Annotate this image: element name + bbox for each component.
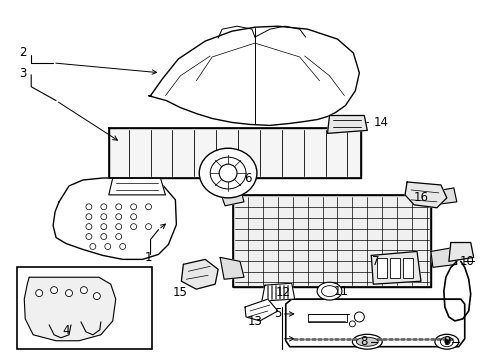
Text: 11: 11	[333, 285, 348, 298]
Polygon shape	[220, 257, 244, 279]
Circle shape	[93, 293, 100, 300]
Polygon shape	[430, 247, 456, 267]
Text: 3: 3	[20, 67, 27, 80]
Polygon shape	[430, 188, 456, 205]
Polygon shape	[244, 299, 277, 321]
Text: 13: 13	[247, 315, 262, 328]
Polygon shape	[108, 178, 165, 195]
Polygon shape	[370, 251, 420, 284]
Circle shape	[80, 287, 87, 294]
Polygon shape	[108, 129, 361, 178]
Circle shape	[65, 290, 72, 297]
Bar	[402, 258, 412, 278]
Circle shape	[36, 290, 42, 297]
Polygon shape	[285, 299, 464, 347]
Circle shape	[50, 287, 58, 294]
Circle shape	[219, 164, 237, 182]
Polygon shape	[24, 277, 116, 341]
Polygon shape	[233, 195, 430, 287]
Bar	[376, 258, 386, 278]
Text: 6: 6	[244, 171, 251, 185]
Polygon shape	[404, 182, 446, 208]
Text: 14: 14	[373, 116, 388, 129]
Text: 15: 15	[173, 285, 187, 299]
Circle shape	[444, 339, 448, 344]
Polygon shape	[148, 26, 359, 125]
Ellipse shape	[352, 334, 382, 349]
Bar	[389, 258, 399, 278]
Ellipse shape	[356, 337, 377, 346]
Text: 9: 9	[442, 335, 449, 348]
Text: 12: 12	[275, 285, 290, 299]
Text: 16: 16	[413, 192, 427, 204]
Text: 8: 8	[360, 335, 367, 348]
Polygon shape	[181, 260, 218, 289]
Text: 2: 2	[20, 46, 27, 59]
Bar	[307, 314, 346, 322]
Bar	[17, 267, 151, 349]
Text: 10: 10	[458, 255, 473, 268]
Text: 1: 1	[144, 251, 152, 264]
Polygon shape	[220, 188, 244, 206]
Text: 7: 7	[371, 255, 378, 268]
Ellipse shape	[316, 282, 341, 300]
Polygon shape	[327, 116, 366, 133]
Ellipse shape	[199, 148, 256, 198]
Polygon shape	[448, 243, 473, 261]
Text: 4: 4	[62, 324, 70, 337]
Polygon shape	[262, 283, 294, 301]
Ellipse shape	[434, 334, 458, 349]
Polygon shape	[53, 178, 176, 260]
Text: 5: 5	[274, 307, 281, 320]
